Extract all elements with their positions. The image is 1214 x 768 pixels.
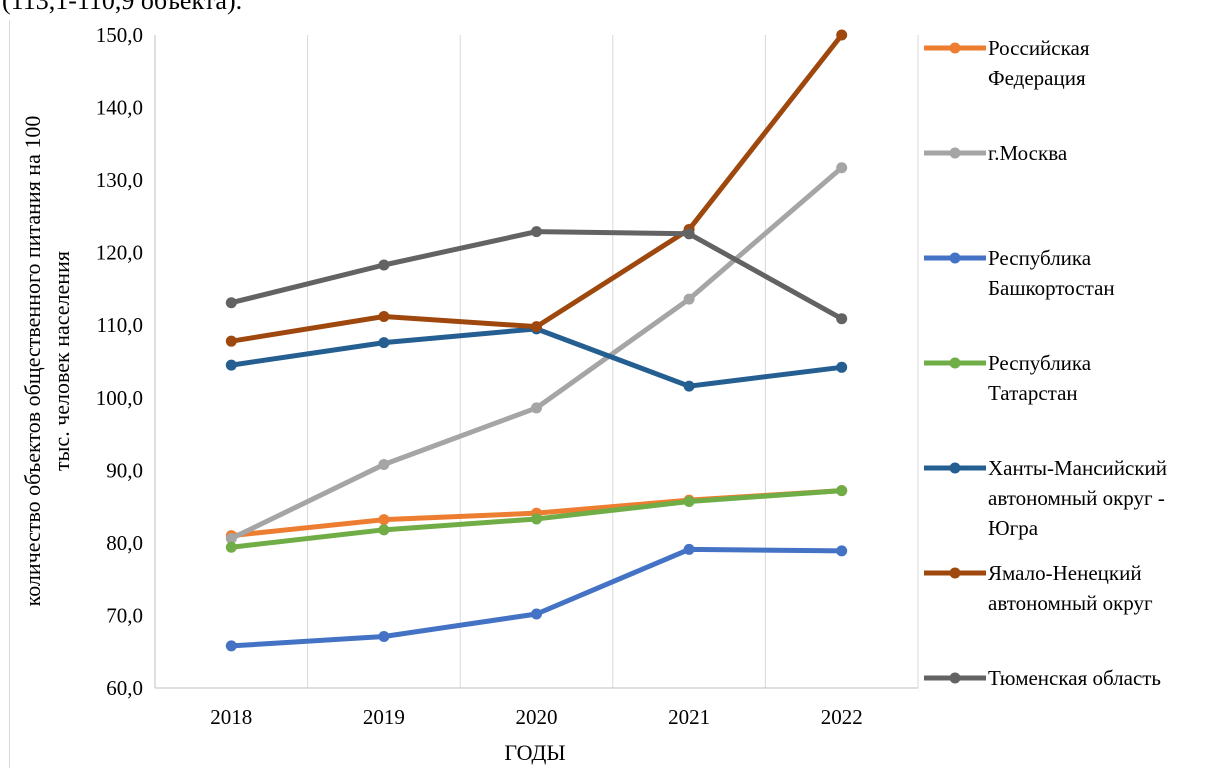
x-tick-labels: 2018 2019 2020 2021 2022 (210, 705, 862, 729)
data-point (836, 29, 848, 41)
legend-swatch-marker (949, 462, 961, 474)
x-tick-label: 2020 (516, 705, 558, 729)
legend-entry: Ямало-Ненецкий автономный округ (924, 561, 1153, 615)
y-tick-label: 60,0 (106, 676, 143, 700)
y-tick-label: 140,0 (96, 96, 143, 120)
y-tick-label: 130,0 (96, 168, 143, 192)
data-point (836, 485, 848, 497)
legend-swatch-marker (949, 147, 961, 159)
legend-swatch-marker (949, 252, 961, 264)
legend-label: автономный округ (988, 591, 1153, 615)
data-point (378, 524, 390, 536)
legend-label: Ямало-Ненецкий (988, 561, 1142, 585)
x-tick-label: 2021 (668, 705, 710, 729)
legend-label: Российская (988, 36, 1090, 60)
legend-swatch-marker (949, 567, 961, 579)
y-tick-label: 120,0 (96, 241, 143, 265)
series-line (228, 326, 845, 389)
y-tick-label: 70,0 (106, 603, 143, 627)
series-6 (225, 29, 848, 347)
legend-label: Башкортостан (988, 276, 1115, 300)
data-point (531, 513, 542, 525)
y-tick-labels: 60,0 70,0 80,0 90,0 100,0 110,0 120,0 130,0 140,… (96, 23, 143, 700)
data-point (225, 533, 237, 545)
y-axis-title-line-2: тыс. человек населения (49, 251, 74, 471)
data-point (836, 545, 848, 557)
data-point (378, 514, 390, 526)
y-tick-label: 100,0 (96, 386, 143, 410)
series-2 (225, 162, 848, 545)
data-point (836, 361, 848, 373)
legend-label: Федерация (988, 66, 1086, 90)
series-lines (225, 29, 848, 652)
legend: Российская Федерация г.Москва Республика Баш… (924, 36, 1167, 690)
data-point (683, 543, 695, 555)
legend-label: Республика (988, 246, 1092, 270)
data-point (378, 259, 390, 271)
y-tick-label: 150,0 (96, 23, 143, 47)
data-point (225, 335, 237, 347)
data-point (836, 162, 848, 174)
series-5 (225, 323, 848, 392)
data-point (683, 496, 695, 508)
data-point (225, 541, 237, 553)
data-point (836, 313, 848, 325)
data-point (378, 630, 390, 642)
legend-entry: Тюменская область (924, 666, 1161, 690)
axes (154, 35, 918, 689)
y-tick-label: 90,0 (106, 458, 143, 482)
legend-entry: г.Москва (924, 141, 1068, 165)
data-point (225, 297, 237, 309)
series-3 (225, 543, 848, 652)
page-left-rule (9, 20, 10, 768)
legend-label: автономный округ - (988, 486, 1165, 510)
legend-swatch-marker (949, 42, 961, 54)
data-point (225, 359, 237, 371)
x-tick-label: 2022 (821, 705, 863, 729)
data-point (378, 337, 390, 349)
legend-entry: Ханты-Мансийский автономный округ - Югра (924, 456, 1167, 540)
data-point (683, 228, 695, 240)
data-point (378, 311, 390, 323)
x-axis-title: ГОДЫ (504, 740, 565, 765)
legend-entry: Российская Федерация (924, 36, 1090, 90)
legend-label: Югра (988, 516, 1039, 540)
legend-entry: Республика Татарстан (924, 351, 1092, 405)
y-tick-label: 80,0 (106, 531, 143, 555)
data-point (531, 608, 542, 620)
x-tick-label: 2019 (363, 705, 405, 729)
data-point (225, 640, 237, 652)
x-tick-label: 2018 (210, 705, 252, 729)
legend-swatch-marker (949, 357, 961, 369)
legend-label: Татарстан (988, 381, 1078, 405)
legend-swatch-marker (949, 672, 961, 684)
data-point (378, 459, 390, 471)
legend-label: Республика (988, 351, 1092, 375)
y-tick-label: 110,0 (97, 313, 143, 337)
header-text: (113,1-110,9 объекта). (2, 0, 243, 15)
legend-entry: Республика Башкортостан (924, 246, 1115, 300)
series-7 (225, 226, 848, 325)
data-point (531, 321, 542, 333)
legend-label: Тюменская область (988, 666, 1161, 690)
legend-label: г.Москва (988, 141, 1068, 165)
gridlines (307, 35, 919, 688)
data-point (683, 380, 695, 392)
legend-label: Ханты-Мансийский (988, 456, 1167, 480)
series-line (228, 32, 845, 344)
data-point (531, 402, 542, 414)
series-4 (225, 485, 848, 553)
series-line (228, 546, 845, 649)
y-axis-title-line-1: количество объектов общественного питани… (20, 116, 45, 607)
data-point (683, 293, 695, 305)
data-point (531, 226, 542, 238)
